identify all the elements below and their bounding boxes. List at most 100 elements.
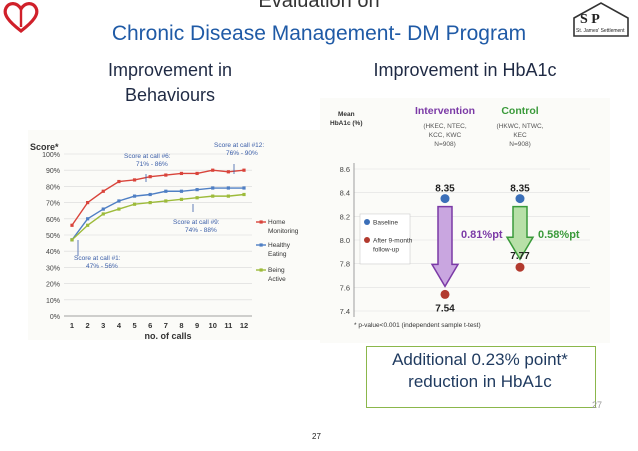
group-title: Intervention bbox=[415, 105, 475, 117]
data-point bbox=[86, 223, 90, 227]
y-tick-label: 7.6 bbox=[340, 283, 350, 292]
change-arrow bbox=[505, 205, 535, 261]
data-point bbox=[242, 168, 246, 172]
group-sub-line1: (HKEC, NTEC, bbox=[423, 123, 467, 130]
data-point bbox=[117, 199, 121, 203]
x-tick-label: 2 bbox=[86, 321, 90, 330]
data-point bbox=[101, 207, 105, 211]
left-heading-line2: Behaviours bbox=[124, 85, 216, 105]
data-point bbox=[211, 194, 215, 198]
data-point bbox=[226, 186, 230, 190]
annotation-line2: 71% - 86% bbox=[136, 161, 168, 168]
y-axis-title: Score* bbox=[30, 142, 59, 152]
x-tick-label: 8 bbox=[179, 321, 183, 330]
heart-logo-icon bbox=[3, 2, 39, 34]
y-tick-label: 8.6 bbox=[340, 165, 350, 174]
x-tick-label: 7 bbox=[164, 321, 168, 330]
change-label: 0.58%pt bbox=[538, 229, 580, 241]
legend-marker bbox=[259, 268, 263, 272]
group-sub-line2: KEC bbox=[513, 132, 527, 139]
annotation-line1: Score at call #6: bbox=[124, 153, 171, 160]
legend-label: Being bbox=[268, 267, 285, 274]
series-line-2 bbox=[71, 193, 245, 241]
baseline-value-label: 8.35 bbox=[435, 184, 455, 195]
x-tick-label: 10 bbox=[209, 321, 217, 330]
y-tick-label: 40% bbox=[46, 249, 60, 256]
data-point bbox=[132, 178, 137, 182]
y-tick-label: 90% bbox=[46, 168, 60, 175]
after-value-label: 7.54 bbox=[435, 303, 455, 314]
group-sub-line3: N=908) bbox=[434, 141, 456, 148]
data-point bbox=[226, 170, 230, 174]
legend-label: Healthy bbox=[268, 242, 291, 249]
house-logo-icon bbox=[573, 2, 629, 37]
annotation-line2: 74% - 88% bbox=[185, 227, 217, 234]
data-point bbox=[226, 194, 230, 198]
sjs-logo: S P St. James' Settlement bbox=[568, 0, 634, 38]
legend-label: Eating bbox=[268, 251, 287, 258]
data-point bbox=[132, 202, 137, 206]
data-point bbox=[148, 201, 152, 205]
y-tick-label: 30% bbox=[46, 265, 60, 272]
data-point bbox=[195, 171, 199, 176]
data-point bbox=[148, 192, 152, 197]
callout-text: Additional 0.23% point* reduction in HbA… bbox=[366, 349, 594, 393]
legend-after-marker bbox=[364, 236, 370, 243]
left-heading-line1: Improvement in bbox=[107, 60, 233, 80]
data-point bbox=[101, 189, 105, 193]
data-point bbox=[101, 212, 105, 216]
y-tick-label: 10% bbox=[46, 298, 60, 305]
x-tick-label: 4 bbox=[117, 321, 122, 330]
change-arrow bbox=[430, 205, 460, 288]
baseline-value-label: 8.35 bbox=[510, 184, 530, 195]
baseline-point bbox=[440, 194, 450, 204]
page-title-line1: Evaluation on bbox=[258, 0, 380, 12]
data-point bbox=[117, 207, 121, 211]
annotation-line1: Score at call #9: bbox=[173, 219, 220, 226]
series-line-0 bbox=[71, 169, 245, 226]
page-number-right: 27 bbox=[592, 400, 603, 410]
y-tick-label: 0% bbox=[50, 314, 60, 321]
callout-line2: reduction in HbA1c bbox=[408, 372, 552, 391]
page-number-bottom: 27 bbox=[312, 432, 321, 441]
data-point bbox=[86, 201, 90, 205]
y-axis-title-line2: HbA1c (%) bbox=[330, 120, 363, 127]
x-tick-label: 12 bbox=[240, 321, 248, 330]
data-point bbox=[242, 186, 246, 190]
legend-label: Active bbox=[268, 276, 286, 283]
after-value-label: 7.77 bbox=[510, 251, 530, 262]
y-tick-label: 60% bbox=[46, 217, 60, 224]
annotation-line1: Score at call #12: bbox=[214, 142, 264, 149]
data-point bbox=[211, 168, 215, 172]
legend-baseline-marker bbox=[364, 218, 370, 225]
x-axis-title: no. of calls bbox=[144, 331, 191, 340]
legend-marker bbox=[259, 243, 263, 247]
group-sub-line3: N=908) bbox=[509, 141, 531, 148]
baseline-point bbox=[515, 194, 525, 204]
right-heading: Improvement in HbA1c bbox=[373, 60, 557, 80]
x-tick-label: 6 bbox=[148, 321, 152, 330]
x-tick-label: 3 bbox=[101, 321, 105, 330]
callout-line1: Additional 0.23% point* bbox=[392, 350, 568, 369]
logo-subtext: St. James' Settlement bbox=[576, 28, 625, 34]
data-point bbox=[211, 186, 215, 190]
legend-label: Monitoring bbox=[268, 228, 299, 235]
y-tick-label: 8.4 bbox=[340, 189, 350, 198]
group-sub-line2: KCC, KWC bbox=[429, 132, 462, 139]
data-point bbox=[148, 175, 152, 179]
annotation-line2: 76% - 90% bbox=[226, 150, 258, 157]
y-tick-label: 70% bbox=[46, 201, 60, 208]
legend-after-label-2: follow-up bbox=[373, 246, 399, 253]
behaviours-line-chart: Score* 0% 10% 20% 30% 40% 50% 60% 70% 80% 90% 100% 1… bbox=[28, 130, 324, 340]
y-tick-label: 8.0 bbox=[340, 236, 350, 245]
data-point bbox=[164, 189, 168, 193]
y-tick-label: 20% bbox=[46, 282, 60, 289]
page-title-line2: Chronic Disease Management- DM Program bbox=[111, 22, 527, 45]
after-point bbox=[515, 262, 525, 272]
y-tick-label: 80% bbox=[46, 184, 60, 191]
y-tick-label: 7.4 bbox=[340, 307, 350, 316]
data-point bbox=[179, 197, 184, 201]
data-point bbox=[195, 196, 199, 200]
group-sub-line1: (HKWC, NTWC, bbox=[497, 123, 544, 130]
data-point bbox=[164, 173, 168, 177]
